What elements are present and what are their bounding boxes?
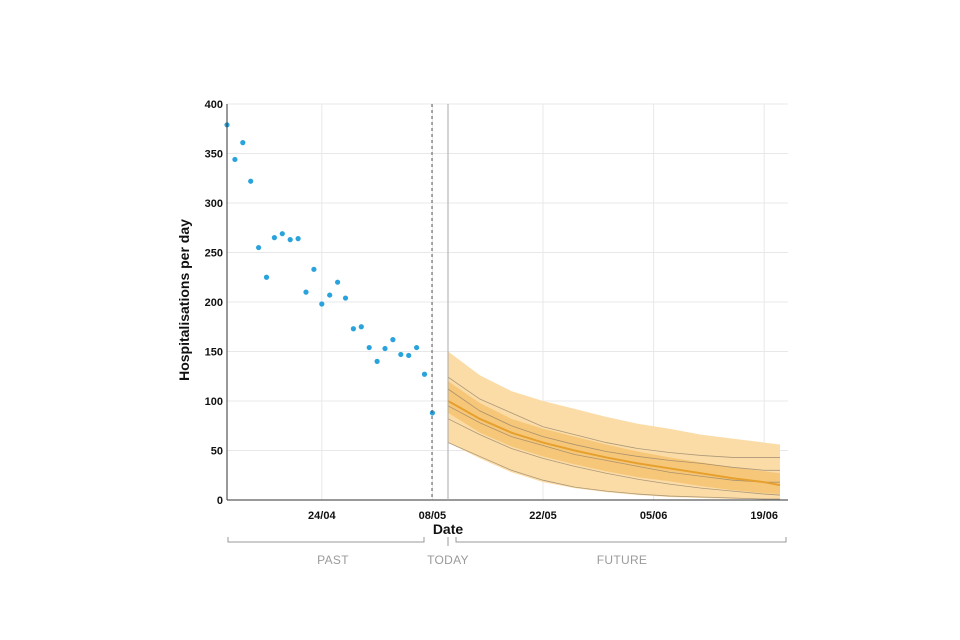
observed-point xyxy=(271,235,277,241)
observed-point xyxy=(342,295,349,301)
y-tick-label: 400 xyxy=(205,99,223,111)
future-bracket xyxy=(455,537,787,543)
x-tick-label: 19/06 xyxy=(750,510,778,522)
today-label: TODAY xyxy=(427,553,469,567)
forecast-samples xyxy=(447,376,781,500)
x-tick-label: 22/05 xyxy=(529,510,557,522)
observed-point xyxy=(366,344,372,351)
observed-point xyxy=(240,140,246,146)
x-tick-label: 24/04 xyxy=(308,510,336,522)
y-axis-title: Hospitalisations per day xyxy=(176,219,192,381)
observed-point xyxy=(319,301,325,307)
y-tick-label: 100 xyxy=(205,396,223,408)
x-tick-label: 08/05 xyxy=(419,510,447,522)
y-tick-label: 0 xyxy=(217,495,223,507)
observed-point xyxy=(248,178,254,184)
observed-point xyxy=(335,279,341,285)
observed-points xyxy=(224,122,435,416)
forecast-sample-line xyxy=(448,405,780,483)
observed-point xyxy=(327,292,333,298)
observed-point xyxy=(295,236,301,242)
x-tick-label: 05/06 xyxy=(640,510,668,522)
y-tick-label: 200 xyxy=(205,297,223,309)
forecast-bands xyxy=(448,351,780,500)
observed-point xyxy=(350,326,356,332)
future-label: FUTURE xyxy=(597,553,647,567)
observed-point xyxy=(421,371,428,377)
past-label: PAST xyxy=(317,553,349,567)
observed-point xyxy=(232,156,238,163)
observed-point xyxy=(287,237,293,243)
timeline-brackets: PAST TODAY FUTURE xyxy=(227,537,787,567)
observed-point xyxy=(263,274,270,280)
y-tick-label: 250 xyxy=(205,248,223,260)
observed-point xyxy=(358,324,364,330)
forecast-inner-band xyxy=(448,381,780,495)
observed-point xyxy=(256,244,262,251)
observed-point xyxy=(279,231,285,237)
observed-point xyxy=(303,289,309,295)
past-bracket xyxy=(227,537,425,543)
observed-point xyxy=(406,352,412,359)
observed-point xyxy=(414,344,420,351)
observed-point xyxy=(390,337,396,343)
observed-point xyxy=(382,345,388,352)
y-tick-label: 150 xyxy=(205,347,223,359)
forecast-sample-line xyxy=(448,418,781,496)
forecast-sample-line xyxy=(448,442,780,500)
observed-point xyxy=(374,358,380,364)
y-tick-labels: 0 50 100 150 200 250 300 350 400 xyxy=(205,99,223,507)
observed-point xyxy=(398,351,404,358)
y-tick-label: 50 xyxy=(211,446,223,458)
axes xyxy=(226,104,788,501)
y-tick-label: 300 xyxy=(205,198,223,210)
x-tick-labels: 24/04 08/05 22/05 05/06 19/06 xyxy=(308,510,778,522)
forecast-median-line xyxy=(447,400,781,487)
y-tick-label: 350 xyxy=(205,149,223,161)
forecast-sample-line xyxy=(447,376,780,458)
observed-point xyxy=(311,266,317,272)
forecast-sample-line xyxy=(447,388,780,471)
x-axis-title: Date xyxy=(433,521,464,537)
forecast-median xyxy=(447,400,781,487)
